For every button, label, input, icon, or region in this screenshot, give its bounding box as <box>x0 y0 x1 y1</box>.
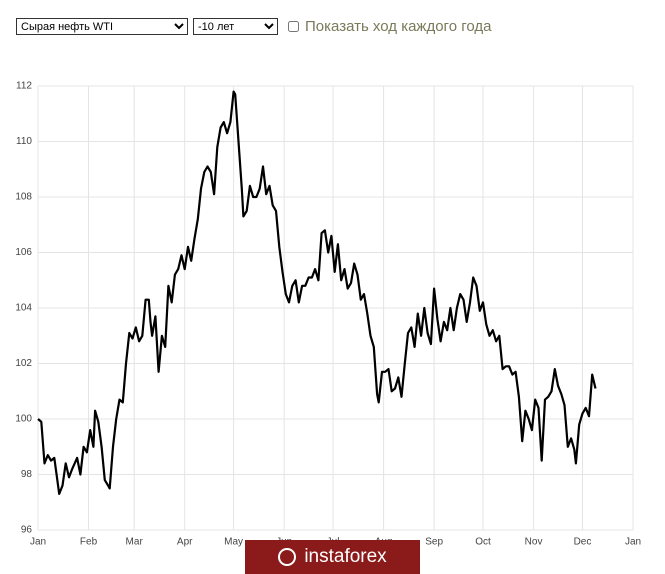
x-tick-label: Nov <box>525 537 543 548</box>
y-tick-label: 112 <box>16 81 32 92</box>
x-tick-label: Mar <box>126 537 144 548</box>
x-tick-label: Sep <box>425 537 443 548</box>
x-tick-label: Apr <box>177 537 193 548</box>
controls: Сырая нефть WTI -10 лет Показать ход каж… <box>16 18 491 35</box>
watermark-logo <box>278 548 297 566</box>
x-tick-label: May <box>224 537 243 548</box>
y-tick-label: 110 <box>16 136 32 147</box>
x-tick-label: Oct <box>475 537 491 548</box>
commodity-select[interactable]: Сырая нефть WTI <box>16 18 188 35</box>
checkbox-label[interactable]: Показать ход каждого года <box>305 18 492 35</box>
watermark: instaforex <box>245 540 420 574</box>
y-tick-label: 108 <box>15 192 32 203</box>
y-tick-label: 96 <box>21 525 33 536</box>
x-tick-label: Jan <box>30 537 46 548</box>
y-tick-label: 104 <box>15 303 32 314</box>
year-checkbox[interactable] <box>288 21 299 32</box>
x-tick-label: Jan <box>625 537 641 548</box>
y-tick-label: 102 <box>15 358 32 369</box>
watermark-text: instaforex <box>304 546 387 567</box>
y-tick-label: 106 <box>15 247 32 258</box>
y-tick-label: 98 <box>21 469 33 480</box>
x-tick-label: Feb <box>80 537 98 548</box>
x-tick-label: Dec <box>574 537 592 548</box>
period-select[interactable]: -10 лет <box>193 18 278 35</box>
y-tick-label: 100 <box>15 414 32 425</box>
price-line <box>37 90 597 495</box>
